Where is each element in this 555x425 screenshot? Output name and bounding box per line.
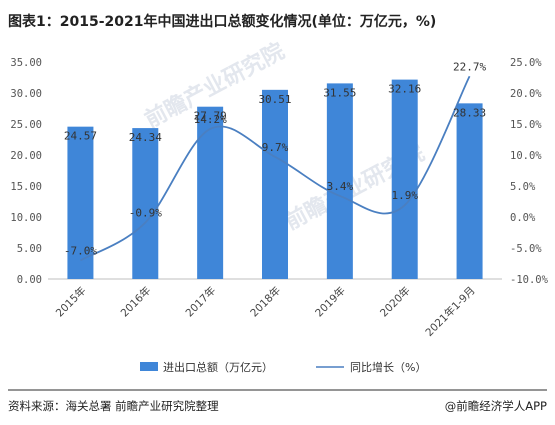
x-axis-ticks: 2015年 2016年 2017年 2018年 2019年 2020年 2021年1-9月: [53, 284, 478, 339]
line-value-label: 3.4%: [327, 180, 354, 193]
left-axis-tick-label: 5.00: [17, 243, 42, 255]
bar: [456, 103, 483, 279]
left-axis-tick-label: 30.00: [10, 88, 42, 100]
x-axis-tick-label: 2018年: [248, 284, 284, 320]
left-axis-tick-label: 35.00: [10, 57, 42, 69]
right-axis-tick-label: 10.0%: [510, 150, 542, 162]
right-axis-tick-label: 25.0%: [510, 57, 542, 69]
line-series: [79, 75, 471, 262]
left-axis-tick-label: 15.00: [10, 181, 42, 193]
source-text: 资料来源：海关总署 前瞻产业研究院整理: [8, 399, 219, 413]
right-axis: -10.0% -5.0% 0.0% 5.0% 10.0% 15.0% 20.0% 25.0%: [510, 57, 549, 286]
x-axis-tick-label: 2015年: [53, 284, 89, 320]
left-axis-tick-label: 0.00: [17, 274, 42, 286]
bar-value-label: 28.33: [453, 106, 486, 119]
right-axis-tick-label: 15.0%: [510, 119, 542, 131]
right-axis-tick-label: -10.0%: [510, 274, 549, 286]
bar-data-labels: 24.57 24.34 27.79 30.51 31.55 32.16 28.33: [64, 83, 486, 144]
line-value-label: 14.2%: [194, 113, 227, 126]
bar-value-label: 24.57: [64, 130, 97, 143]
line-value-label: 9.7%: [262, 141, 289, 154]
bar-series: [67, 79, 483, 280]
bar-value-label: 32.16: [388, 83, 421, 96]
legend-bar-swatch: [140, 362, 158, 371]
right-axis-tick-label: 20.0%: [510, 88, 542, 100]
left-axis-tick-label: 10.00: [10, 212, 42, 224]
left-axis-tick-label: 25.00: [10, 119, 42, 131]
bar: [391, 79, 418, 279]
right-axis-tick-label: 5.0%: [510, 181, 536, 193]
line-value-label: -0.9%: [129, 207, 162, 220]
legend-line-label: 同比增长（%）: [350, 360, 426, 374]
x-axis-tick-label: 2016年: [118, 284, 154, 320]
line-data-labels: -7.0% -0.9% 14.2% 9.7% 3.4% 1.9% 22.7%: [64, 60, 487, 257]
bar: [197, 106, 224, 280]
bar: [326, 83, 353, 279]
right-axis-tick-label: 0.0%: [510, 212, 536, 224]
bar-value-label: 27.79: [194, 110, 227, 123]
line-value-label: 22.7%: [453, 60, 486, 73]
x-axis-tick-label: 2021年1-9月: [423, 284, 478, 339]
line-value-label: 1.9%: [391, 189, 418, 202]
bar: [132, 128, 159, 279]
bar-value-label: 24.34: [129, 131, 162, 144]
credit-text: @前瞻经济学人APP: [445, 399, 547, 413]
line-value-label: -7.0%: [64, 244, 97, 257]
growth-line: [79, 75, 471, 262]
chart-title: 图表1：2015-2021年中国进出口总额变化情况(单位：万亿元，%): [8, 13, 436, 30]
bar-value-label: 30.51: [258, 93, 291, 106]
x-axis-tick-label: 2020年: [377, 284, 413, 320]
left-axis: 0.00 5.00 10.00 15.00 20.00 25.00 30.00 35.00: [10, 57, 42, 286]
bar-value-label: 31.55: [323, 86, 356, 99]
right-axis-tick-label: -5.0%: [510, 243, 542, 255]
legend-bar-label: 进出口总额（万亿元）: [163, 360, 273, 374]
legend: 进出口总额（万亿元） 同比增长（%）: [140, 360, 426, 374]
x-axis-tick-label: 2019年: [312, 284, 348, 320]
left-axis-tick-label: 20.00: [10, 150, 42, 162]
x-axis-tick-label: 2017年: [183, 284, 219, 320]
bar: [67, 126, 94, 279]
bar: [262, 89, 288, 279]
